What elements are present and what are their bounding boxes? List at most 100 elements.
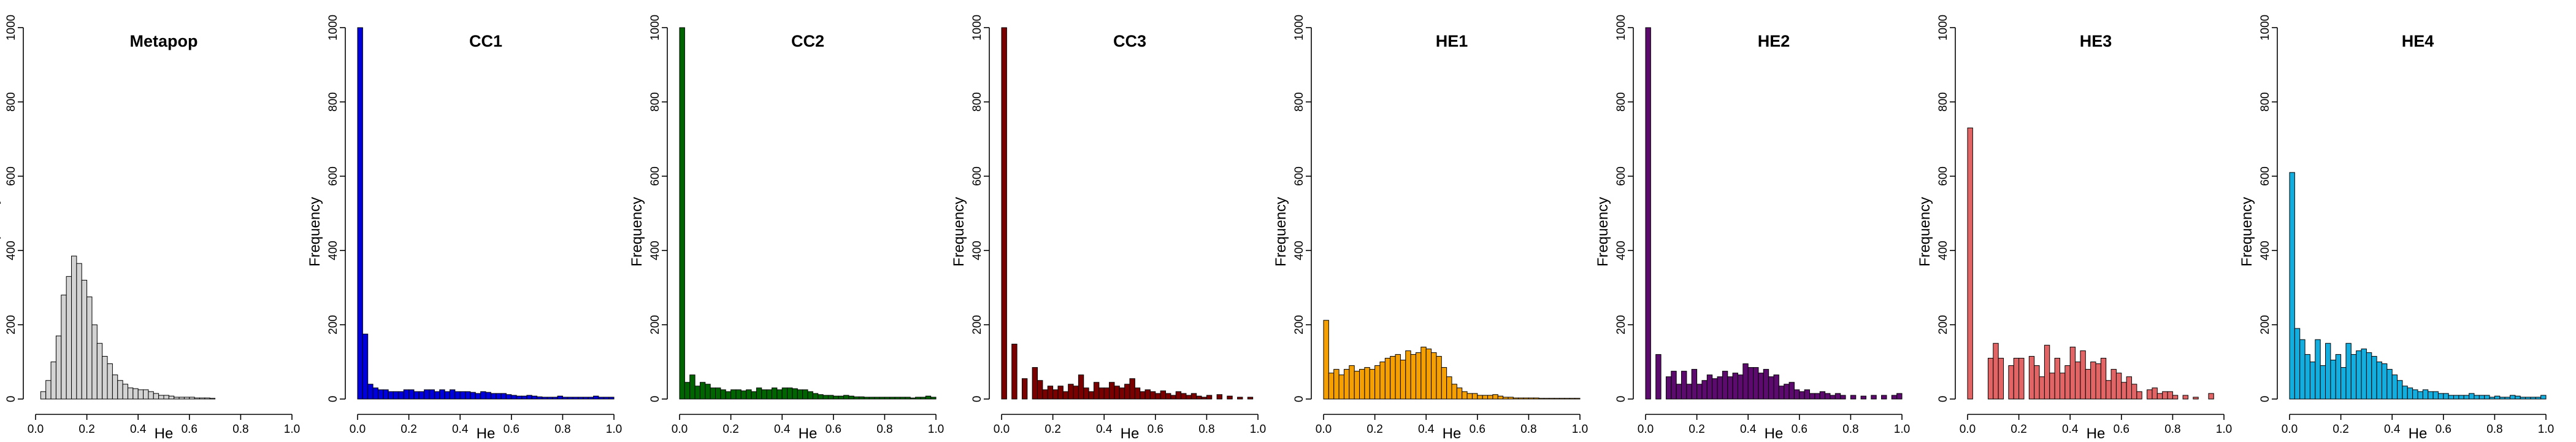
histogram-bar bbox=[827, 395, 834, 400]
histogram-bar bbox=[1400, 359, 1406, 400]
histogram-bar bbox=[838, 395, 845, 400]
y-tick-label: 800 bbox=[1293, 92, 1306, 112]
histogram-bar bbox=[418, 391, 425, 400]
histogram-bar bbox=[434, 391, 440, 400]
histogram-bar bbox=[740, 390, 747, 400]
x-tick-label: 0.4 bbox=[1096, 423, 1113, 436]
histogram-bar bbox=[148, 391, 154, 400]
histogram-bar bbox=[71, 255, 77, 400]
x-tick-label: 0.8 bbox=[2486, 423, 2502, 436]
histogram-bar bbox=[367, 384, 374, 400]
histogram-bar bbox=[1068, 384, 1074, 400]
y-tick-label: 600 bbox=[1937, 166, 1950, 186]
y-tick-label: 200 bbox=[971, 315, 984, 335]
x-tick-label: 0.6 bbox=[2436, 423, 2451, 436]
histogram-bar bbox=[2448, 395, 2455, 400]
histogram-bar bbox=[2075, 362, 2081, 400]
histogram-bar bbox=[2028, 355, 2035, 400]
x-tick-label: 0.8 bbox=[876, 423, 892, 436]
histogram-bar bbox=[429, 389, 435, 400]
histogram-bar bbox=[2469, 393, 2475, 400]
histogram-bar bbox=[2054, 357, 2060, 400]
histogram-bar bbox=[50, 362, 56, 400]
histogram-bar bbox=[2126, 376, 2133, 400]
histogram-bar bbox=[1487, 395, 1493, 400]
histogram-bar bbox=[1201, 397, 1207, 400]
histogram-bar bbox=[1088, 391, 1094, 400]
histogram-bar bbox=[1967, 127, 1973, 400]
histogram-bar bbox=[853, 396, 860, 400]
histogram-bar bbox=[725, 391, 732, 400]
panel-metapop: 0.0 0.2 0.4 0.6 0.8 1.0 He 0 200 400 600 800 1000 Fre… bbox=[0, 15, 300, 442]
histogram-bar bbox=[511, 395, 517, 400]
histogram-bar bbox=[1140, 391, 1146, 400]
histogram-bar bbox=[2494, 395, 2501, 400]
histogram-bar bbox=[771, 387, 778, 400]
x-tick-label: 0.8 bbox=[232, 423, 248, 436]
histogram-bar bbox=[884, 397, 891, 400]
histogram-bar bbox=[1047, 386, 1054, 400]
histogram-bar bbox=[2417, 391, 2423, 400]
x-tick-label: 0.2 bbox=[723, 423, 738, 436]
histogram-bar bbox=[1809, 393, 1815, 400]
histogram-bar bbox=[1655, 354, 1662, 400]
histogram-bar bbox=[1732, 373, 1738, 400]
histogram-bar bbox=[55, 335, 62, 400]
y-tick-label: 1000 bbox=[5, 15, 18, 41]
x-tick-label: 0.6 bbox=[826, 423, 841, 436]
histogram-bar bbox=[362, 333, 369, 400]
histogram-bar bbox=[1512, 397, 1519, 400]
histogram-bar bbox=[1840, 395, 1846, 400]
histogram-bar bbox=[1237, 397, 1243, 400]
histogram-bar bbox=[2386, 369, 2393, 400]
histogram-bar bbox=[1021, 378, 1028, 400]
histogram-bar bbox=[756, 387, 762, 400]
histogram-bar bbox=[2504, 397, 2510, 400]
histogram-bar bbox=[608, 397, 615, 400]
y-tick-label: 200 bbox=[327, 315, 340, 335]
x-tick-label: 0.6 bbox=[1792, 423, 1807, 436]
histogram-bar bbox=[1379, 362, 1386, 400]
x-tick-label: 0.4 bbox=[1740, 423, 1757, 436]
histogram-bar bbox=[127, 387, 134, 400]
histogram-bar bbox=[1431, 352, 1437, 400]
histogram-bar bbox=[2147, 389, 2153, 400]
histogram-bar bbox=[2013, 357, 2020, 400]
x-tick-label: 0.2 bbox=[401, 423, 416, 436]
histogram-bar bbox=[868, 397, 875, 400]
histogram-bar bbox=[388, 391, 394, 400]
histogram-bar bbox=[2172, 395, 2179, 400]
x-tick-label: 0.2 bbox=[1045, 423, 1060, 436]
histogram-bar bbox=[1420, 346, 1427, 400]
x-tick-label: 1.0 bbox=[2538, 423, 2554, 436]
histogram-bar bbox=[102, 355, 108, 400]
histogram-bar bbox=[1788, 382, 1795, 400]
panel-title: HE4 bbox=[2402, 32, 2434, 50]
histogram-bar bbox=[204, 397, 210, 400]
histogram-bar bbox=[61, 295, 67, 400]
y-tick-label: 1000 bbox=[1615, 15, 1628, 41]
histogram-bar bbox=[864, 397, 870, 400]
histogram-bar bbox=[1508, 397, 1514, 400]
histogram-bar bbox=[537, 396, 543, 400]
histogram-bar bbox=[1543, 398, 1550, 400]
histogram-bar bbox=[516, 395, 523, 400]
histogram-bar bbox=[751, 391, 757, 400]
histogram-bar bbox=[1119, 387, 1125, 400]
x-tick-label: 0.6 bbox=[1470, 423, 1485, 436]
histogram-bar bbox=[1747, 367, 1754, 400]
histogram-bar bbox=[2509, 395, 2516, 400]
histogram-bar bbox=[194, 397, 201, 400]
histogram-bar bbox=[2484, 395, 2490, 400]
histogram-bar bbox=[792, 388, 798, 400]
histogram-bar bbox=[444, 391, 450, 400]
x-tick-label: 0.6 bbox=[1148, 423, 1163, 436]
x-tick-label: 0.0 bbox=[1638, 423, 1654, 436]
histogram-bar bbox=[439, 389, 445, 400]
histogram-bar bbox=[40, 391, 47, 400]
histogram-bar bbox=[859, 396, 865, 400]
histogram-bar bbox=[2489, 397, 2495, 400]
histogram-bar bbox=[1078, 374, 1084, 400]
histogram-bar bbox=[2350, 354, 2357, 400]
histogram-bar bbox=[2289, 172, 2295, 400]
